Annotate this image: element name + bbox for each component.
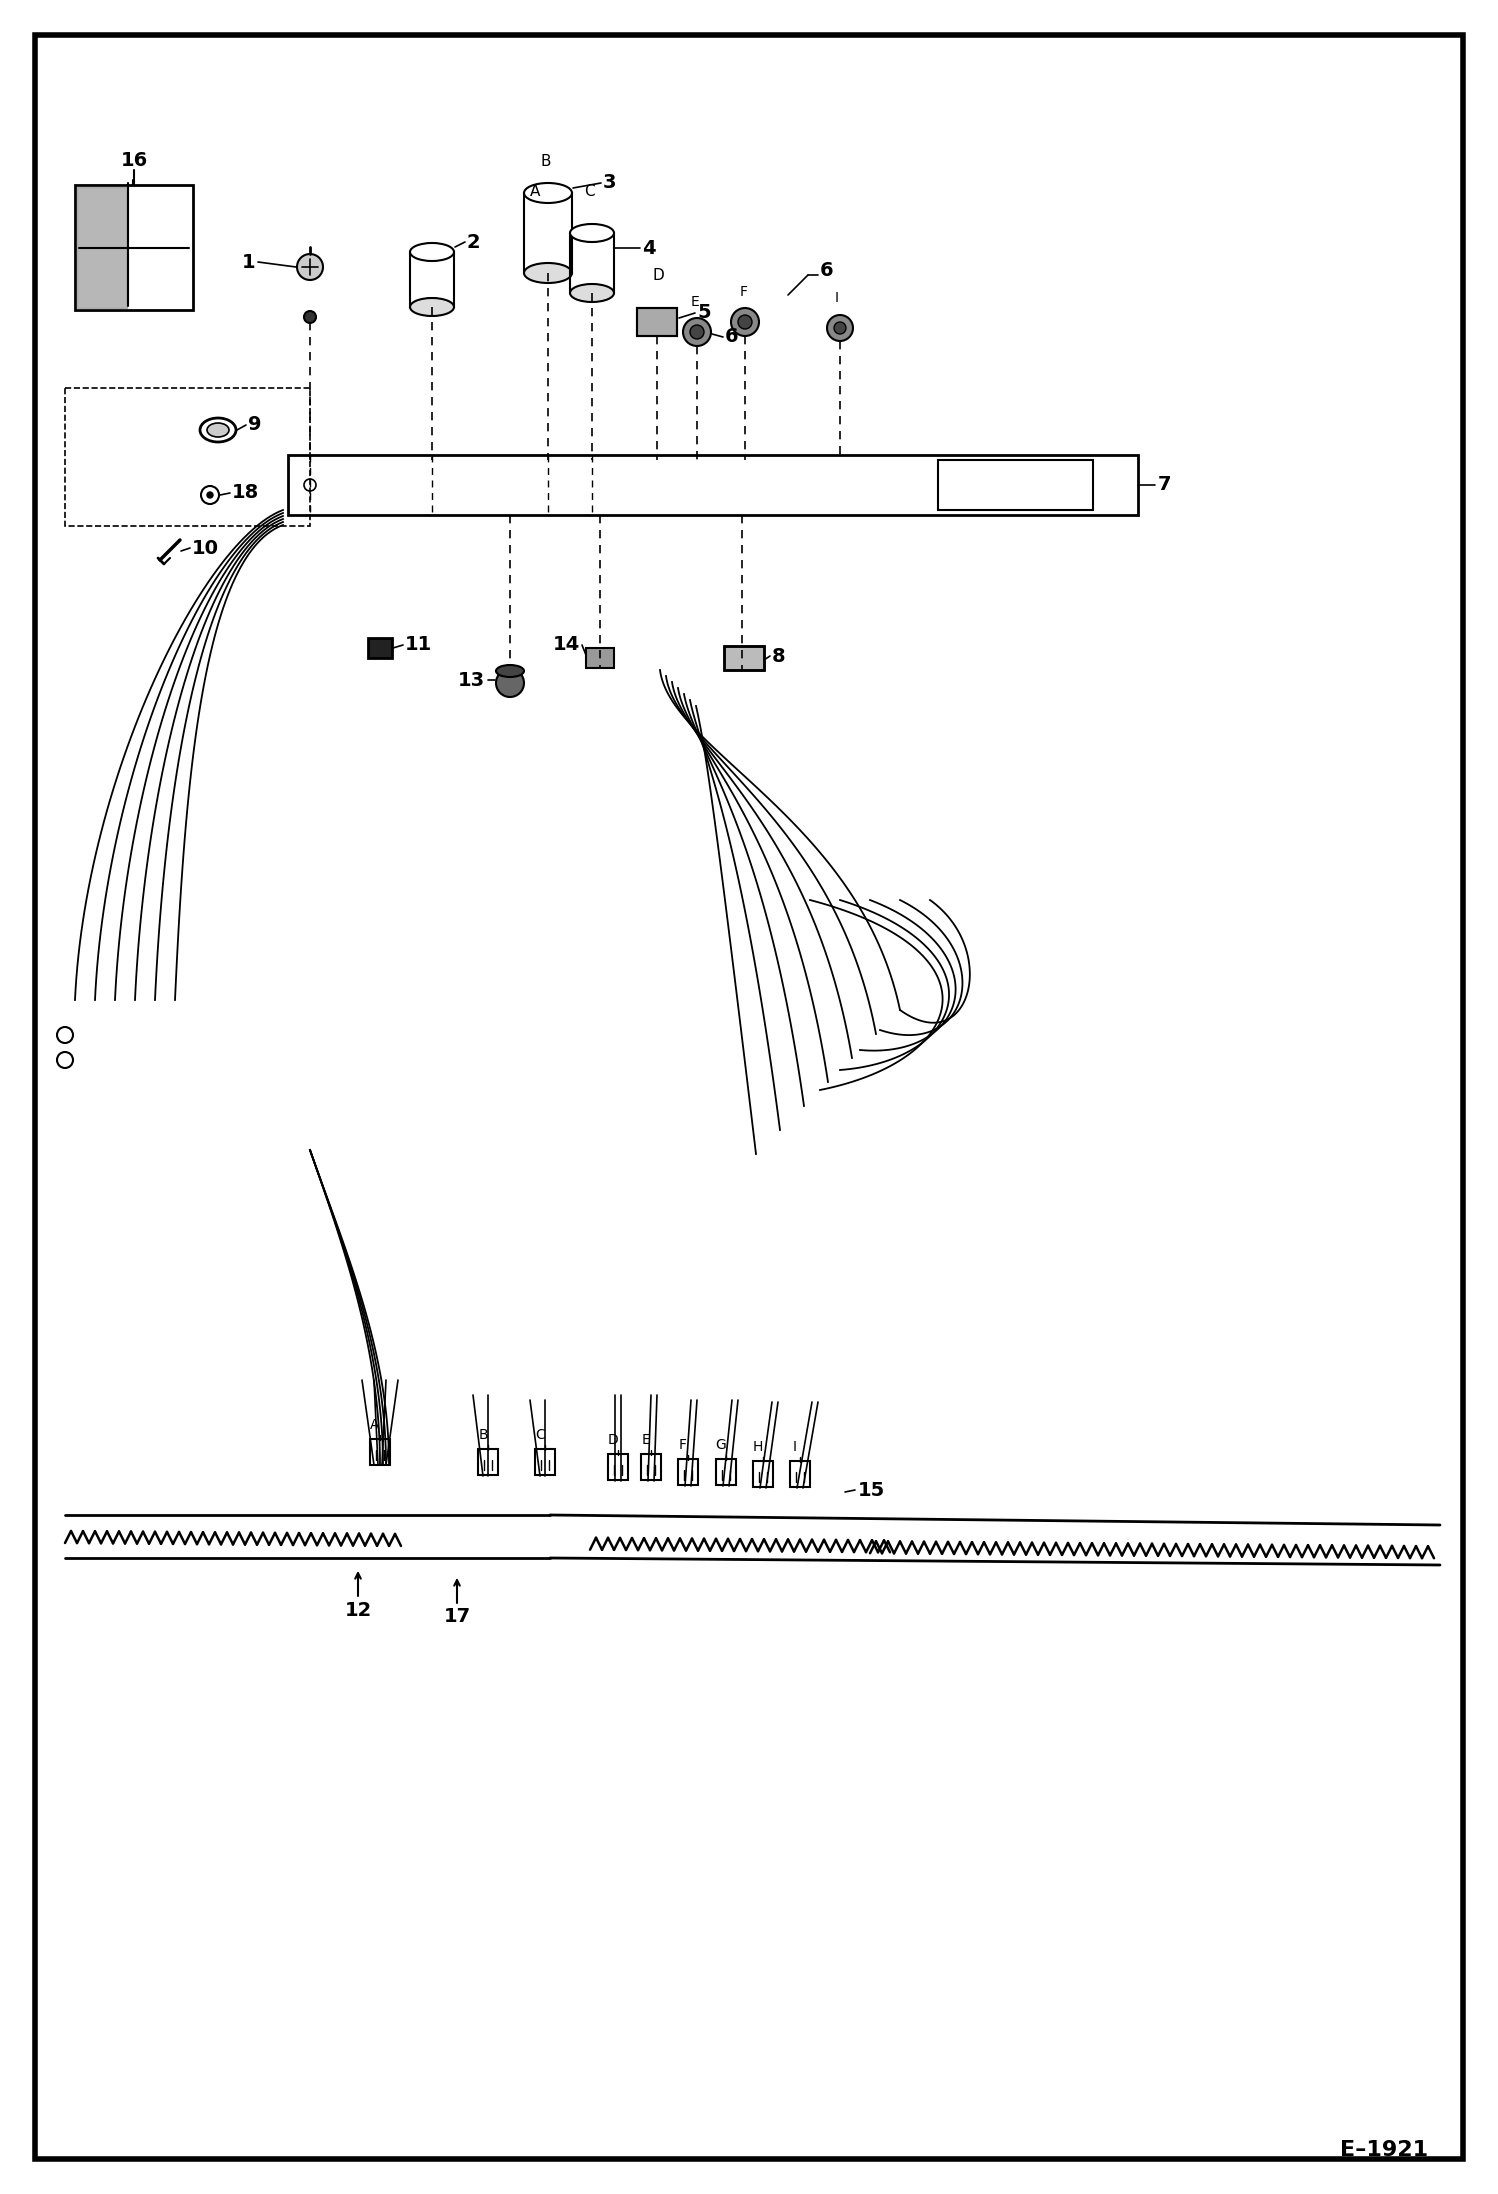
Ellipse shape	[571, 283, 614, 303]
Text: D: D	[652, 268, 664, 283]
Bar	[535, 1448, 554, 1474]
Text: C: C	[535, 1428, 545, 1441]
Text: 6: 6	[819, 261, 833, 279]
Bar	[641, 1455, 661, 1481]
Ellipse shape	[410, 298, 454, 316]
Bar	[586, 647, 614, 667]
Circle shape	[297, 255, 324, 281]
Text: 5: 5	[697, 303, 710, 323]
Circle shape	[739, 316, 752, 329]
Text: 15: 15	[858, 1481, 885, 1499]
Circle shape	[834, 323, 846, 333]
Text: C: C	[584, 184, 595, 197]
Bar	[637, 307, 677, 336]
Bar	[938, 461, 1094, 509]
Bar	[478, 1448, 497, 1474]
Text: 18: 18	[232, 483, 259, 502]
Bar	[288, 454, 1138, 516]
Bar	[75, 184, 193, 309]
Text: 2: 2	[467, 233, 481, 252]
Ellipse shape	[201, 419, 237, 441]
Text: 9: 9	[249, 415, 262, 434]
Ellipse shape	[207, 423, 229, 437]
Text: A: A	[370, 1417, 380, 1433]
Bar	[753, 1461, 773, 1488]
Circle shape	[207, 491, 213, 498]
Bar	[370, 1439, 389, 1466]
Text: A: A	[530, 184, 541, 197]
Bar	[524, 193, 572, 272]
Circle shape	[691, 325, 704, 340]
Text: B: B	[539, 154, 550, 169]
Text: H: H	[753, 1439, 762, 1455]
Circle shape	[304, 312, 316, 323]
Text: 6: 6	[725, 327, 739, 347]
Bar	[789, 1461, 810, 1488]
Text: 8: 8	[771, 647, 785, 665]
Text: 10: 10	[192, 538, 219, 557]
Text: 14: 14	[553, 636, 580, 654]
Text: 13: 13	[458, 671, 485, 689]
Bar	[724, 645, 764, 669]
Text: I: I	[834, 292, 839, 305]
Bar	[410, 252, 454, 307]
Ellipse shape	[524, 182, 572, 204]
Text: G: G	[716, 1437, 727, 1452]
Ellipse shape	[571, 224, 614, 241]
Ellipse shape	[524, 263, 572, 283]
Circle shape	[731, 307, 759, 336]
Text: B: B	[478, 1428, 488, 1441]
Text: 16: 16	[120, 151, 148, 169]
Text: 12: 12	[345, 1599, 372, 1619]
Text: 3: 3	[604, 173, 617, 193]
Text: 1: 1	[241, 252, 255, 272]
Circle shape	[683, 318, 712, 347]
Text: E–1921: E–1921	[1341, 2139, 1428, 2161]
Text: F: F	[679, 1437, 688, 1452]
Bar	[724, 645, 764, 669]
Text: D: D	[608, 1433, 619, 1448]
Text: 17: 17	[443, 1608, 470, 1626]
Circle shape	[827, 316, 852, 340]
Circle shape	[496, 669, 524, 698]
Bar	[369, 638, 392, 658]
Bar	[679, 1459, 698, 1485]
Bar	[637, 307, 677, 336]
Text: 4: 4	[643, 239, 656, 257]
Bar	[571, 233, 614, 294]
Text: I: I	[792, 1439, 797, 1455]
Text: F: F	[740, 285, 748, 298]
Text: E: E	[691, 294, 700, 309]
Text: 11: 11	[404, 636, 433, 654]
Text: 7: 7	[1158, 476, 1171, 494]
Bar	[716, 1459, 736, 1485]
Text: E: E	[641, 1433, 650, 1448]
Bar	[608, 1455, 628, 1481]
Ellipse shape	[410, 244, 454, 261]
Ellipse shape	[496, 665, 524, 678]
